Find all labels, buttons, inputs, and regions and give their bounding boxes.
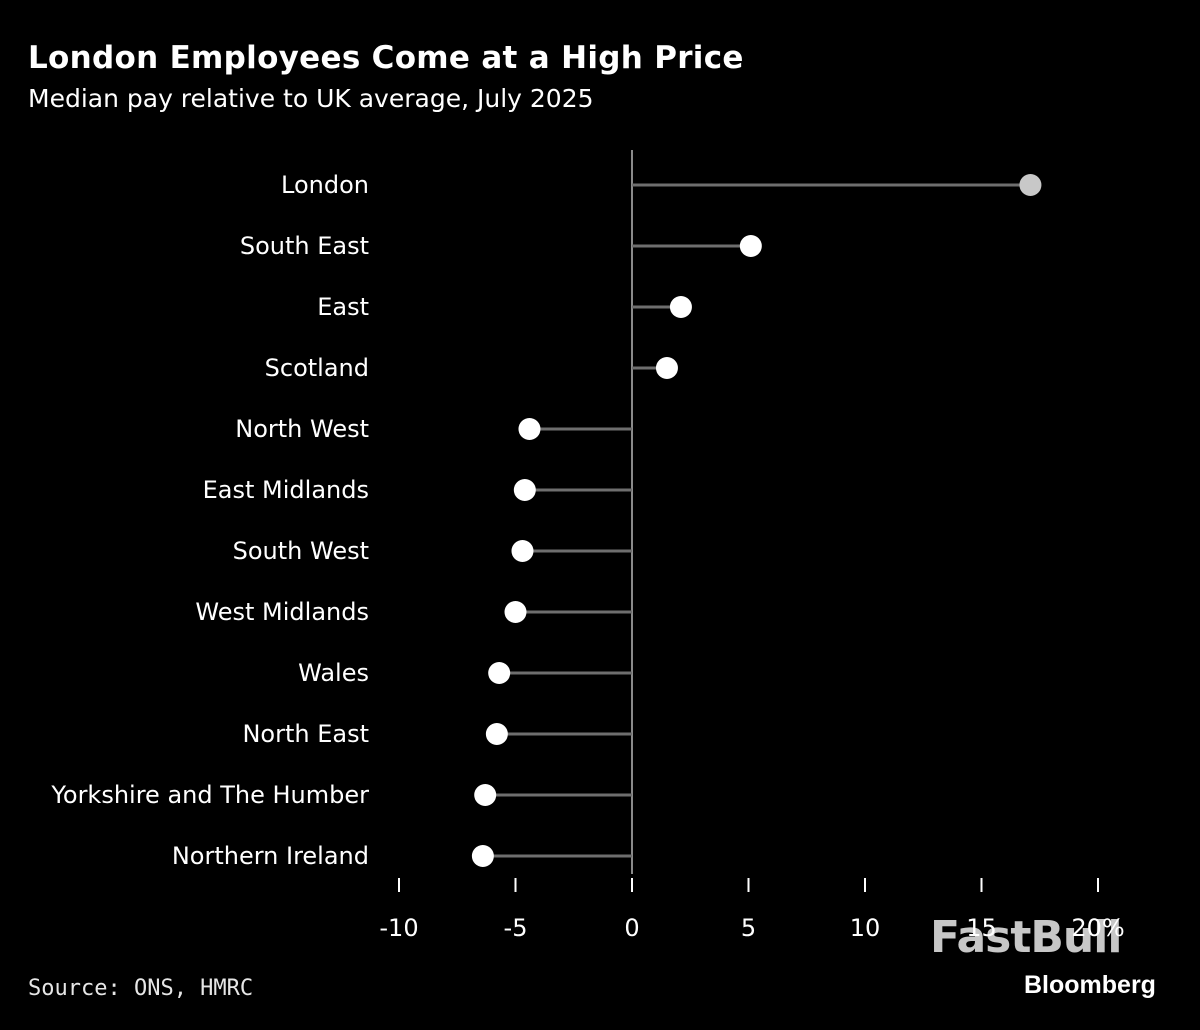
- lollipop-dot: [471, 845, 494, 867]
- category-label: West Midlands: [195, 598, 369, 626]
- category-label: South East: [240, 232, 369, 260]
- category-label: East: [317, 293, 369, 321]
- lollipop-dot: [485, 723, 508, 745]
- fastbull-watermark: FastBull: [930, 912, 1122, 963]
- lollipop-dot: [518, 418, 541, 440]
- lollipop-chart: London South East East Scotland North West Ea…: [50, 150, 1125, 942]
- lollipop-dot: [511, 540, 534, 562]
- chart-title: London Employees Come at a High Price: [28, 40, 744, 76]
- source-note: Source: ONS, HMRC: [28, 976, 254, 1001]
- category-label: East Midlands: [203, 476, 369, 504]
- bloomberg-logo: Bloomberg: [1024, 971, 1156, 999]
- lollipop-dot: [474, 784, 497, 806]
- lollipop-dot: [655, 357, 678, 379]
- category-label: Scotland: [265, 354, 369, 382]
- category-label: Northern Ireland: [172, 842, 369, 870]
- x-tick-label: -5: [504, 914, 528, 942]
- category-label: Wales: [298, 659, 369, 687]
- lollipop-dot: [1019, 174, 1042, 196]
- category-label: Yorkshire and The Humber: [50, 781, 369, 809]
- x-tick-label: 15: [966, 914, 997, 942]
- category-label: South West: [233, 537, 369, 565]
- lollipop-dot: [739, 235, 762, 257]
- category-label: North West: [235, 415, 369, 443]
- x-tick-label: 10: [850, 914, 881, 942]
- chart-subtitle: Median pay relative to UK average, July …: [28, 84, 594, 113]
- x-tick-label: 5: [741, 914, 756, 942]
- category-label: North East: [242, 720, 369, 748]
- lollipop-dot: [513, 479, 536, 501]
- x-tick-label: -10: [379, 914, 418, 942]
- x-tick-label: 0: [624, 914, 639, 942]
- lollipop-dot: [504, 601, 527, 623]
- lollipop-dot: [669, 296, 692, 318]
- x-tick-label: 20%: [1071, 914, 1124, 942]
- category-label: London: [281, 171, 369, 199]
- lollipop-dot: [488, 662, 511, 684]
